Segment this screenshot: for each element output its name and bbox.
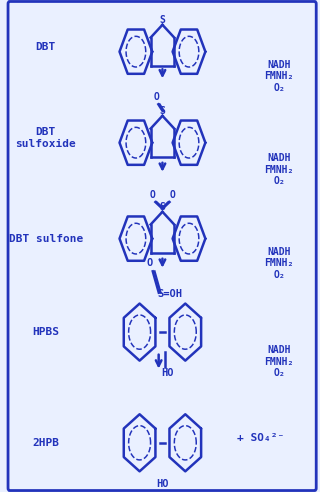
Text: S: S xyxy=(159,15,165,25)
Text: 2HPB: 2HPB xyxy=(32,438,59,448)
Text: NADH
FMNH₂
O₂: NADH FMNH₂ O₂ xyxy=(264,246,294,280)
Text: O: O xyxy=(170,190,176,200)
Text: HPBS: HPBS xyxy=(32,327,59,337)
Text: S=OH: S=OH xyxy=(157,289,182,299)
FancyBboxPatch shape xyxy=(8,1,316,491)
Text: O: O xyxy=(149,190,155,200)
Text: S: S xyxy=(159,202,165,212)
Text: DBT sulfone: DBT sulfone xyxy=(9,234,83,244)
Text: + SO₄²⁻: + SO₄²⁻ xyxy=(236,433,284,443)
Text: O: O xyxy=(154,92,160,102)
Text: DBT: DBT xyxy=(36,42,56,52)
Text: HO: HO xyxy=(162,369,174,378)
Text: NADH
FMNH₂
O₂: NADH FMNH₂ O₂ xyxy=(264,60,294,93)
Text: HO: HO xyxy=(156,479,169,489)
Text: DBT
sulfoxide: DBT sulfoxide xyxy=(15,127,76,149)
Text: S: S xyxy=(159,106,165,116)
Text: NADH
FMNH₂
O₂: NADH FMNH₂ O₂ xyxy=(264,153,294,186)
Text: NADH
FMNH₂
O₂: NADH FMNH₂ O₂ xyxy=(264,345,294,378)
Text: O: O xyxy=(147,258,153,268)
